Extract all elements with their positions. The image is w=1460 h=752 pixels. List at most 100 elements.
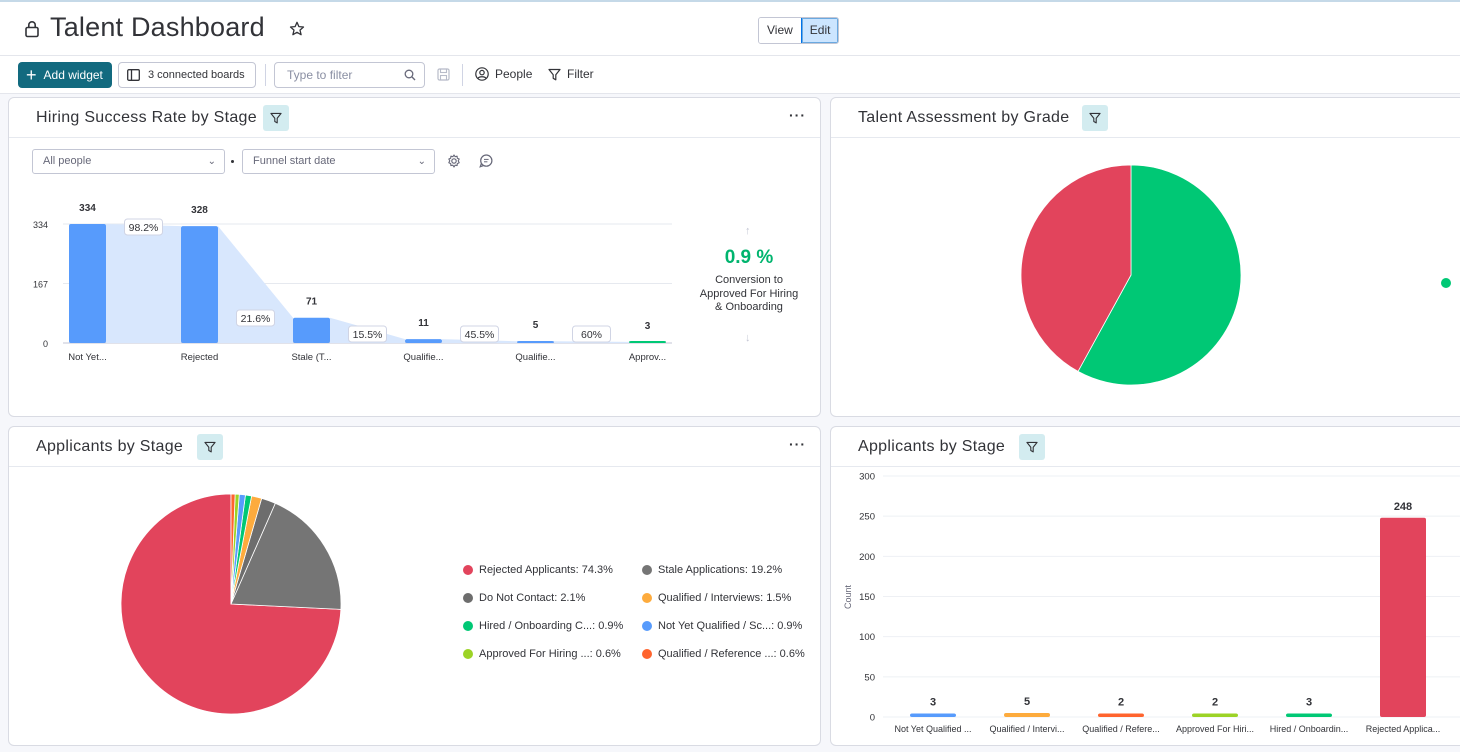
funnel-bar <box>629 341 666 343</box>
legend-item[interactable]: Not Yet Qualified / Sc...: 0.9% <box>642 620 802 632</box>
date-select[interactable]: Funnel start date ⌄ <box>242 149 435 174</box>
legend-dot <box>642 593 652 603</box>
legend-dot <box>642 621 652 631</box>
legend-dot <box>463 621 473 631</box>
pie-slice <box>1020 164 1132 372</box>
legend-label: Not Yet Qualified / Sc...: 0.9% <box>658 620 803 632</box>
pie-slice <box>230 493 236 605</box>
arrow-down-icon: ↓ <box>745 332 751 344</box>
legend-item[interactable]: Do Not Contact: 2.1% <box>463 592 585 604</box>
step-rate-badge <box>124 218 163 236</box>
add-widget-button[interactable]: + Add widget <box>18 62 112 88</box>
x-tick-label: Qualifie... <box>403 352 443 363</box>
filter-icon <box>548 68 561 80</box>
pie-slice <box>1077 164 1242 386</box>
view-mode-button[interactable]: View <box>759 18 801 43</box>
legend-item[interactable]: Qualified / Reference ...: 0.6% <box>642 648 805 660</box>
y-tick-label: 250 <box>859 512 875 523</box>
widget-menu-button[interactable]: ··· <box>789 436 806 452</box>
legend-label: Do Not Contact: 2.1% <box>479 592 586 604</box>
people-select[interactable]: All people ⌄ <box>32 149 225 174</box>
widget-title: Applicants by Stage <box>36 438 184 455</box>
bar-value-label: 3 <box>930 697 936 709</box>
widget-title: Applicants by Stage <box>858 438 1006 455</box>
bar-value-label: 11 <box>418 318 429 329</box>
people-select-value: All people <box>43 155 92 167</box>
comment-icon[interactable] <box>479 154 493 168</box>
legend-item[interactable]: Rejected Applicants: 74.3% <box>463 564 613 576</box>
y-tick-label: 100 <box>859 632 875 643</box>
widget-filter-button[interactable] <box>1082 105 1108 131</box>
save-icon[interactable] <box>437 68 450 81</box>
step-rate-label: 98.2% <box>129 222 159 234</box>
x-tick-label: Approved For Hiri... <box>1176 724 1254 734</box>
legend-item[interactable]: Hired / Onboarding C...: 0.9% <box>463 620 623 632</box>
legend-dot <box>463 649 473 659</box>
step-rate-label: 45.5% <box>465 329 495 341</box>
step-rate-badge <box>236 309 275 327</box>
filter-button[interactable]: Filter <box>548 67 594 81</box>
funnel-bar <box>69 224 106 343</box>
top-accent-line <box>0 0 1460 2</box>
bar-value-label: 5 <box>533 320 539 331</box>
widget-filter-button[interactable] <box>197 434 223 460</box>
y-tick-label: 0 <box>43 339 48 349</box>
bar <box>1286 713 1332 717</box>
step-rate-label: 60% <box>581 329 602 341</box>
y-tick-label: 200 <box>859 552 875 563</box>
people-filter-button[interactable]: People <box>475 67 532 81</box>
toolbar-divider <box>462 64 463 86</box>
widget-title: Hiring Success Rate by Stage <box>36 109 257 126</box>
stage-bar-widget: Applicants by Stage 0 50 100 150 200 250 300 Co… <box>830 426 1460 746</box>
legend-dot <box>642 649 652 659</box>
star-icon[interactable] <box>289 21 305 37</box>
y-tick-label: 334 <box>33 220 48 230</box>
widget-menu-button[interactable]: ··· <box>789 107 806 123</box>
y-tick-label: 50 <box>864 672 875 683</box>
step-rate-badge <box>348 325 387 343</box>
chevron-down-icon: ⌄ <box>417 156 426 167</box>
edit-mode-button[interactable]: Edit <box>800 18 839 43</box>
y-tick-label: 167 <box>33 280 48 290</box>
bar-value-label: 248 <box>1394 501 1412 513</box>
bar <box>1098 713 1144 717</box>
widget-header: Applicants by Stage ··· <box>9 427 820 467</box>
board-icon <box>127 69 140 81</box>
bar <box>1004 712 1050 717</box>
y-tick-label: 300 <box>859 472 875 483</box>
filter-icon <box>1026 441 1038 453</box>
legend-item[interactable]: Qualified / Interviews: 1.5% <box>642 592 791 604</box>
legend-label: Qualified / Interviews: 1.5% <box>658 592 792 604</box>
stage-pie-widget: Applicants by Stage ··· Rejected Applica… <box>8 426 821 746</box>
widget-filter-button[interactable] <box>1019 434 1045 460</box>
step-rate-badge <box>460 325 499 343</box>
bar-value-label: 3 <box>1306 697 1312 709</box>
pie-slice <box>230 502 342 610</box>
funnel-connector <box>106 224 181 343</box>
step-rate-badge <box>572 325 611 343</box>
person-icon <box>475 67 489 81</box>
bar <box>910 713 956 717</box>
x-tick-label: Rejected <box>181 352 219 363</box>
legend-item[interactable]: Approved For Hiring ...: 0.6% <box>463 648 621 660</box>
x-tick-label: Qualified / Refere... <box>1082 724 1160 734</box>
gear-icon[interactable] <box>447 154 461 168</box>
stage-bar-chart: 0 50 100 150 200 250 300 Count 3 Not Yet Qualifie… <box>843 472 1460 734</box>
connected-boards-button[interactable]: 3 connected boards <box>118 62 256 88</box>
bar-value-label: 2 <box>1212 697 1218 709</box>
widget-header: Hiring Success Rate by Stage ··· <box>9 98 820 138</box>
funnel-bar <box>293 317 330 343</box>
filter-icon <box>204 441 216 453</box>
filter-icon <box>270 112 282 124</box>
step-rate-label: 21.6% <box>241 313 271 325</box>
widget-header: Applicants by Stage <box>831 427 1460 467</box>
y-tick-label: 0 <box>870 713 875 724</box>
search-icon <box>404 69 416 81</box>
grade-pie-chart <box>1020 164 1242 386</box>
toolbar-divider <box>265 64 266 86</box>
legend-item[interactable]: Stale Applications: 19.2% <box>642 564 782 576</box>
x-tick-label: Not Yet... <box>68 352 107 363</box>
widget-filter-button[interactable] <box>263 105 289 131</box>
funnel-bar <box>405 339 442 343</box>
search-input[interactable]: Type to filter <box>274 62 425 88</box>
